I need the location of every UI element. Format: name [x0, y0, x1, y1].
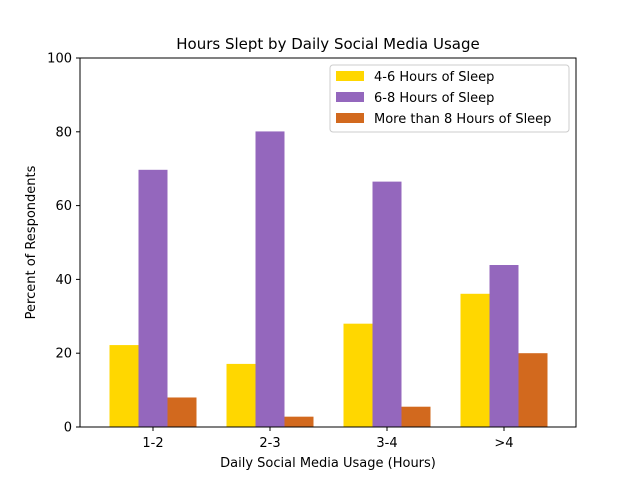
- bar-1-1-2: [109, 345, 139, 427]
- y-tick-label: 100: [47, 52, 72, 67]
- x-tick-label: 1-2: [142, 436, 163, 451]
- x-axis: 1-2 2-3 3-4 >4: [142, 427, 514, 451]
- legend-label: 6-8 Hours of Sleep: [374, 91, 494, 106]
- y-tick-label: 40: [55, 273, 72, 288]
- y-tick-label: 20: [55, 347, 72, 362]
- x-tick-label: 3-4: [376, 436, 397, 451]
- bar-1->4: [460, 293, 490, 427]
- y-tick-label: 0: [64, 421, 72, 436]
- x-tick-label: 2-3: [259, 436, 280, 451]
- legend-label: More than 8 Hours of Sleep: [374, 112, 551, 127]
- bar-3-3-4: [401, 406, 431, 427]
- y-tick-label: 60: [55, 199, 72, 214]
- bar-1-2-3: [226, 363, 256, 427]
- bars-group: [109, 131, 548, 427]
- legend-swatch: [336, 92, 364, 102]
- bar-2->4: [489, 265, 519, 427]
- bar-2-1-2: [138, 169, 168, 427]
- bar-3-2-3: [284, 416, 314, 427]
- y-tick-label: 80: [55, 125, 72, 140]
- chart-title: Hours Slept by Daily Social Media Usage: [176, 35, 480, 53]
- bar-3-1-2: [167, 397, 197, 427]
- legend-swatch: [336, 71, 364, 81]
- bar-2-3-4: [372, 181, 402, 427]
- y-axis-label: Percent of Respondents: [24, 165, 39, 319]
- bar-1-3-4: [343, 323, 373, 427]
- x-axis-label: Daily Social Media Usage (Hours): [220, 456, 436, 471]
- y-axis: 0 20 40 60 80 100: [47, 52, 80, 436]
- bar-3->4: [518, 353, 548, 427]
- legend: 4-6 Hours of Sleep 6-8 Hours of Sleep More…: [329, 64, 570, 133]
- legend-box: [329, 64, 570, 133]
- bar-2-2-3: [255, 131, 285, 427]
- axes-frame: [79, 57, 577, 428]
- legend-swatch: [336, 113, 364, 123]
- legend-label: 4-6 Hours of Sleep: [374, 70, 494, 85]
- x-tick-label: >4: [494, 436, 513, 451]
